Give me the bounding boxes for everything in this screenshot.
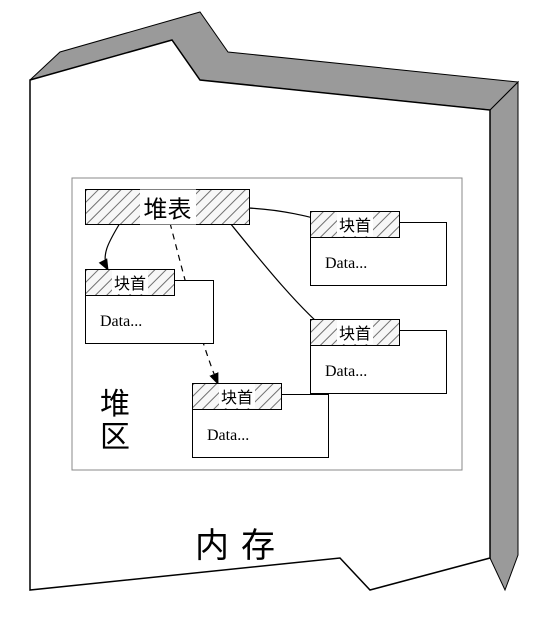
block-header-label: 块首 <box>337 320 373 344</box>
memory-label: 内存 <box>195 518 287 567</box>
block-header: 块首 <box>310 211 400 238</box>
diagram-canvas: 堆表 块首Data...块首Data...块首Data...块首Data... … <box>0 0 543 622</box>
block-header-label: 块首 <box>112 270 148 294</box>
block-header: 块首 <box>85 269 175 296</box>
heap-block: 块首Data... <box>192 394 329 458</box>
block-data-label: Data... <box>100 313 142 331</box>
heap-table-label: 堆表 <box>140 190 196 225</box>
block-data-label: Data... <box>325 255 367 273</box>
heap-block: 块首Data... <box>310 222 447 286</box>
block-header: 块首 <box>192 383 282 410</box>
block-data-label: Data... <box>207 427 249 445</box>
block-header-label: 块首 <box>337 212 373 236</box>
block-header: 块首 <box>310 319 400 346</box>
block-header-label: 块首 <box>219 384 255 408</box>
heap-block: 块首Data... <box>85 280 214 344</box>
block-data-label: Data... <box>325 363 367 381</box>
heap-table: 堆表 <box>85 189 250 225</box>
slab-right-shade <box>490 82 518 590</box>
heap-block: 块首Data... <box>310 330 447 394</box>
heap-region-label: 堆区 <box>100 388 136 454</box>
